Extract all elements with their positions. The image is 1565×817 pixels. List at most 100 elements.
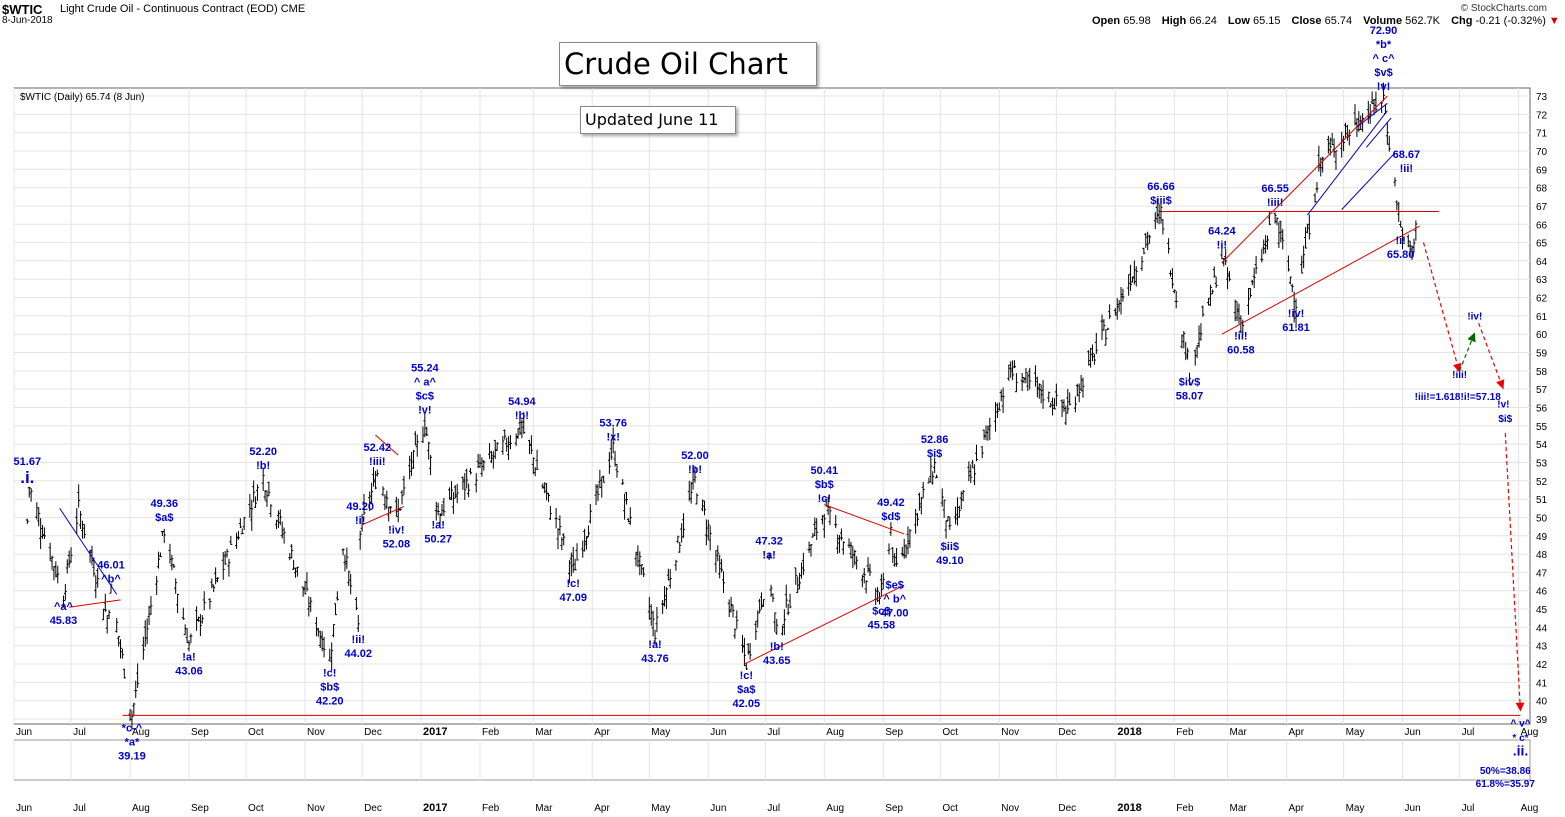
x-tick-label-lower: Sep bbox=[191, 803, 209, 814]
ohlc-bar bbox=[1140, 256, 1144, 271]
ohlc-bar bbox=[900, 546, 904, 557]
ohlc-bar bbox=[269, 504, 273, 518]
ohlc-bar bbox=[225, 548, 229, 558]
ohlc-bar bbox=[626, 518, 630, 523]
ohlc-bar bbox=[1406, 234, 1410, 248]
ohlc-bar bbox=[1300, 255, 1304, 274]
ohlc-bar bbox=[421, 426, 425, 444]
ohlc-bar bbox=[1091, 344, 1095, 362]
wave-label: !c! bbox=[818, 493, 831, 505]
ohlc-bar bbox=[227, 558, 231, 577]
y-tick-label: 65 bbox=[1536, 239, 1548, 250]
ohlc-bar bbox=[1060, 399, 1064, 418]
ohlc-bar bbox=[754, 620, 758, 641]
x-tick-label-lower: Nov bbox=[1001, 803, 1019, 814]
ohlc-bar bbox=[489, 450, 493, 464]
wave-label: !i! bbox=[1217, 240, 1227, 252]
ohlc-bar bbox=[1330, 133, 1334, 146]
ohlc-bar bbox=[786, 603, 790, 616]
ohlc-bar bbox=[75, 507, 79, 534]
ohlc-bar bbox=[1144, 232, 1148, 248]
ohlc-bar bbox=[974, 444, 978, 462]
ohlc-bar bbox=[381, 486, 385, 497]
ohlc-bar bbox=[615, 463, 619, 478]
ohlc-bar bbox=[1305, 223, 1309, 234]
ohlc-bar bbox=[349, 573, 353, 595]
y-tick-label: 51 bbox=[1536, 495, 1548, 506]
ohlc-bar bbox=[250, 499, 254, 531]
y-tick-label: 62 bbox=[1536, 294, 1548, 305]
wave-label: 54.94 bbox=[508, 396, 536, 408]
ohlc-bar bbox=[375, 469, 379, 477]
ohlc-bar bbox=[931, 471, 935, 485]
ohlc-bar bbox=[573, 558, 577, 571]
ohlc-bar bbox=[1235, 301, 1239, 322]
ohlc-bar bbox=[1041, 380, 1045, 409]
ohlc-bar bbox=[442, 497, 446, 517]
ohlc-bar bbox=[1199, 323, 1203, 341]
ohlc-bar bbox=[303, 580, 307, 595]
ohlc-bar bbox=[651, 610, 655, 637]
x-tick-label: Sep bbox=[885, 727, 903, 738]
ohlc-bar bbox=[1168, 270, 1172, 277]
ohlc-bar bbox=[1410, 245, 1414, 261]
ohlc-bar bbox=[1153, 212, 1157, 230]
wave-label: !a! bbox=[648, 639, 661, 651]
ohlc-bar bbox=[37, 507, 41, 527]
ohlc-bar bbox=[668, 569, 672, 589]
ohlc-bar bbox=[195, 606, 199, 631]
wave-label: $b$ bbox=[815, 479, 834, 491]
ohlc-bar bbox=[316, 627, 320, 637]
ohlc-bar bbox=[1119, 286, 1123, 315]
wave-label: 52.86 bbox=[921, 434, 949, 446]
ohlc-bar bbox=[820, 515, 824, 525]
y-tick-label: 64 bbox=[1536, 257, 1548, 268]
ohlc-bar bbox=[1155, 198, 1159, 224]
ohlc-bar bbox=[1073, 396, 1077, 413]
ohlc-bar bbox=[562, 533, 566, 546]
ohlc-bar bbox=[130, 710, 134, 730]
ohlc-bar bbox=[41, 524, 45, 539]
ohlc-bar bbox=[117, 635, 121, 647]
ohlc-bar bbox=[516, 428, 520, 439]
ohlc-bar bbox=[520, 419, 524, 439]
projection-label: $i$ bbox=[1498, 414, 1512, 425]
projection-label: 61.8%=35.97 bbox=[1476, 779, 1536, 790]
wave-label: !c! bbox=[740, 670, 753, 682]
x-tick-label: May bbox=[651, 727, 670, 738]
ohlc-bar bbox=[451, 492, 455, 514]
ohlc-bar bbox=[706, 519, 710, 541]
ohlc-bar bbox=[1170, 268, 1174, 289]
ohlc-bar bbox=[653, 629, 657, 645]
ohlc-bar bbox=[461, 476, 465, 490]
y-tick-label: 57 bbox=[1536, 385, 1548, 396]
wave-label: 49.36 bbox=[151, 498, 179, 510]
ohlc-bar bbox=[465, 468, 469, 489]
volume-value: 562.7K bbox=[1405, 15, 1441, 27]
high-value: 66.24 bbox=[1189, 15, 1217, 27]
ohlc-bar bbox=[1127, 274, 1131, 296]
ohlc-bar bbox=[67, 550, 71, 568]
ohlc-bar bbox=[356, 615, 360, 633]
ohlc-bar bbox=[731, 604, 735, 618]
ohlc-bar bbox=[773, 612, 777, 632]
x-tick-label: 2018 bbox=[1117, 726, 1141, 738]
ohlc-bar bbox=[1052, 398, 1056, 410]
wave-label: 50.27 bbox=[424, 533, 452, 545]
ohlc-bar bbox=[305, 572, 309, 592]
wave-label: 58.07 bbox=[1176, 391, 1204, 403]
ohlc-bar bbox=[478, 454, 482, 468]
y-tick-label: 56 bbox=[1536, 404, 1548, 415]
y-tick-label: 47 bbox=[1536, 568, 1548, 579]
ohlc-bar bbox=[868, 563, 872, 576]
ohlc-bar bbox=[535, 449, 539, 470]
ohlc-bar bbox=[760, 592, 764, 610]
ohlc-bar bbox=[571, 546, 575, 573]
wave-label: *b* bbox=[1376, 39, 1392, 51]
ohlc-bar bbox=[971, 459, 975, 469]
ohlc-bar bbox=[1134, 266, 1138, 287]
ohlc-bar bbox=[895, 547, 899, 567]
ohlc-bar bbox=[1026, 372, 1030, 392]
ohlc-bar bbox=[718, 554, 722, 579]
chart-symbol: $WTIC bbox=[2, 2, 43, 17]
